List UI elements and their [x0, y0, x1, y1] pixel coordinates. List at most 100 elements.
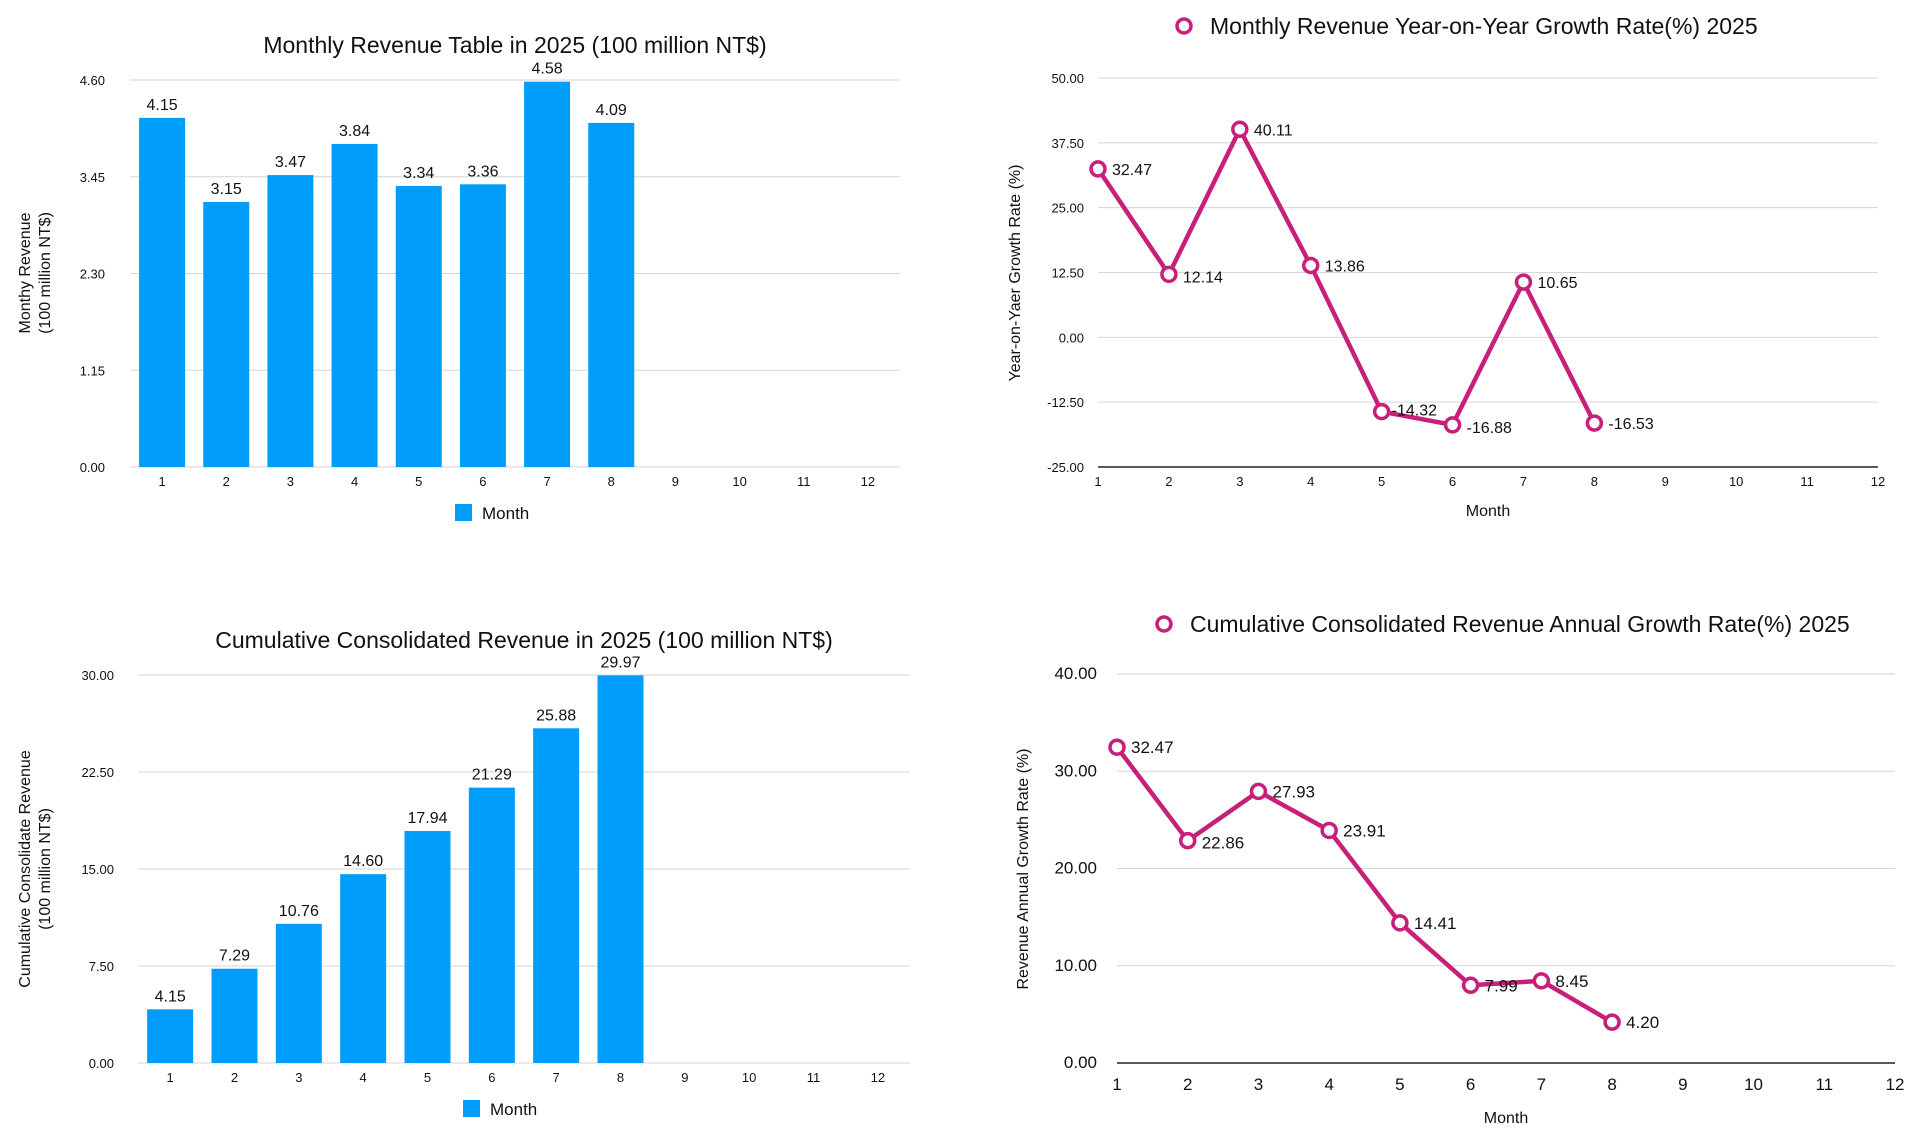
- point-value-label: 32.47: [1131, 738, 1174, 757]
- bar-value-label: 3.34: [403, 165, 434, 182]
- chart-title: Monthly Revenue Year-on-Year Growth Rate…: [1210, 13, 1758, 39]
- series-line: [1096, 127, 1597, 428]
- x-tick-label: 9: [672, 474, 679, 489]
- x-tick-label: 12: [1886, 1075, 1905, 1094]
- bar: [588, 122, 635, 467]
- data-point: [1443, 416, 1462, 434]
- legend-marker-icon: [1175, 17, 1193, 35]
- legend-swatch: [463, 1100, 480, 1117]
- bar-value-label: 3.47: [275, 154, 306, 171]
- bar: [533, 728, 580, 1063]
- y-axis-label: Cumulative Consolidate Revenue (100 milli…: [17, 750, 54, 988]
- y-tick-label: 4.60: [80, 73, 105, 88]
- y-tick-label: 22.50: [81, 765, 114, 780]
- x-tick-label: 9: [1678, 1075, 1687, 1094]
- x-tick-label: 3: [1236, 474, 1243, 489]
- y-tick-label: 3.45: [80, 170, 105, 185]
- legend-swatch: [455, 504, 472, 521]
- x-tick-label: 10: [1744, 1075, 1763, 1094]
- x-tick-label: 3: [1254, 1075, 1263, 1094]
- cumulative-growth-line-chart: Cumulative Consolidated Revenue Annual G…: [1015, 611, 1904, 1127]
- y-tick-label: 15.00: [81, 862, 114, 877]
- bar-value-label: 21.29: [472, 767, 512, 784]
- x-tick-label: 6: [488, 1070, 495, 1085]
- point-value-label: 4.20: [1626, 1013, 1659, 1032]
- series-line: [1115, 745, 1614, 1025]
- point-value-label: -16.88: [1467, 420, 1512, 437]
- y-tick-label: 0.00: [80, 460, 105, 475]
- x-tick-label: 11: [1815, 1075, 1833, 1094]
- x-tick-label: 7: [553, 1070, 560, 1085]
- bar-value-label: 4.15: [147, 97, 178, 114]
- x-tick-label: 4: [1324, 1075, 1333, 1094]
- bar: [524, 81, 571, 467]
- x-tick-label: 8: [617, 1070, 624, 1085]
- data-point: [1585, 414, 1604, 432]
- x-tick-label: 2: [1183, 1075, 1192, 1094]
- x-tick-label: 10: [732, 474, 746, 489]
- y-axis-label: Revenue Annual Growth Rate (%): [1015, 748, 1032, 989]
- x-tick-label: 6: [1466, 1075, 1475, 1094]
- x-tick-label: 11: [797, 474, 811, 489]
- data-point: [1249, 782, 1268, 801]
- x-tick-label: 5: [1378, 474, 1385, 489]
- bar-value-label: 10.76: [279, 903, 319, 920]
- x-tick-label: 9: [1662, 474, 1669, 489]
- data-point: [1532, 972, 1551, 990]
- bar: [331, 143, 378, 467]
- x-tick-label: 4: [351, 474, 358, 489]
- x-tick-label: 12: [861, 474, 875, 489]
- chart-title: Cumulative Consolidated Revenue Annual G…: [1190, 611, 1850, 637]
- x-tick-label: 6: [1449, 474, 1456, 489]
- data-point: [1178, 831, 1197, 850]
- bar: [139, 117, 186, 467]
- y-tick-label: 10.00: [1054, 956, 1097, 975]
- y-tick-label: -25.00: [1047, 460, 1084, 475]
- y-tick-label: 30.00: [1054, 761, 1097, 780]
- bar-value-label: 3.36: [467, 163, 498, 180]
- x-tick-label: 8: [608, 474, 615, 489]
- data-point: [1301, 256, 1320, 275]
- bar: [275, 923, 322, 1063]
- data-point: [1320, 821, 1338, 840]
- bar-value-label: 3.15: [211, 181, 242, 198]
- point-value-label: 27.93: [1272, 782, 1315, 801]
- point-value-label: 12.14: [1183, 269, 1223, 286]
- y-tick-label: 30.00: [81, 668, 114, 683]
- bar: [203, 201, 250, 467]
- x-tick-label: 11: [807, 1070, 821, 1085]
- cumulative-revenue-bar-chart: Cumulative Consolidated Revenue in 2025 …: [17, 627, 910, 1119]
- bar: [459, 184, 506, 468]
- legend-marker-icon: [1155, 615, 1173, 633]
- point-value-label: 10.65: [1537, 275, 1577, 292]
- bar: [468, 787, 515, 1063]
- point-value-label: 23.91: [1343, 821, 1386, 840]
- chart-title: Cumulative Consolidated Revenue in 2025 …: [215, 627, 833, 653]
- bar: [395, 186, 442, 468]
- x-tick-label: 7: [1537, 1075, 1546, 1094]
- y-tick-label: -12.50: [1047, 395, 1084, 410]
- y-tick-label: 37.50: [1051, 136, 1084, 151]
- x-tick-label: 4: [1307, 474, 1314, 489]
- x-tick-label: 12: [871, 1070, 885, 1085]
- y-axis-label-line: (100 million NT$): [37, 212, 54, 334]
- x-axis-label: Month: [1466, 503, 1510, 520]
- x-tick-label: 2: [223, 474, 230, 489]
- x-tick-label: 1: [1094, 474, 1101, 489]
- x-tick-label: 2: [231, 1070, 238, 1085]
- x-tick-label: 5: [424, 1070, 431, 1085]
- x-tick-label: 3: [287, 474, 294, 489]
- y-tick-label: 7.50: [89, 959, 114, 974]
- point-value-label: -14.32: [1392, 403, 1437, 420]
- bar-value-label: 29.97: [600, 654, 640, 671]
- x-tick-label: 2: [1165, 474, 1172, 489]
- y-axis-label-line: Cumulative Consolidate Revenue: [17, 750, 34, 988]
- y-axis-label-line: Monthy Revenue: [17, 212, 34, 333]
- x-tick-label: 8: [1607, 1075, 1616, 1094]
- y-tick-label: 40.00: [1054, 664, 1097, 683]
- x-tick-label: 4: [360, 1070, 367, 1085]
- bar-value-label: 14.60: [343, 853, 383, 870]
- legend-label: Month: [482, 504, 529, 523]
- point-value-label: 22.86: [1202, 834, 1245, 853]
